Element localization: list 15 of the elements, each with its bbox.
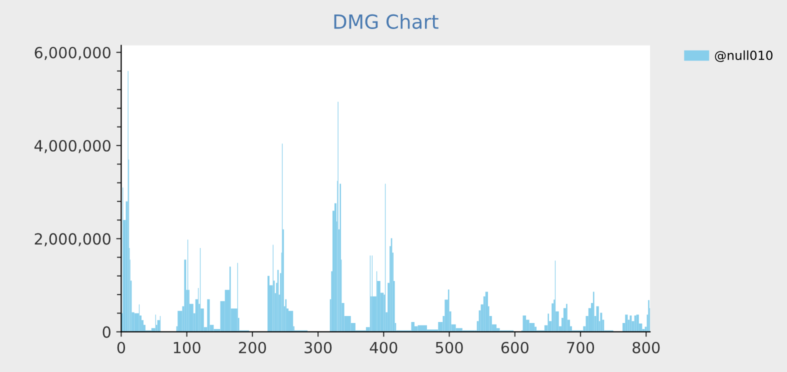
x-tick-label: 300: [304, 342, 332, 354]
x-tick-label: 700: [567, 342, 594, 354]
legend-label: @null010: [714, 50, 772, 62]
x-tick-label: 0: [117, 342, 126, 354]
x-tick-label: 500: [436, 342, 463, 354]
x-tick-label: 200: [238, 342, 266, 354]
x-tick-label: 600: [501, 342, 528, 354]
x-tick-label: 800: [632, 342, 660, 354]
y-tick-label: 4,000,000: [34, 140, 110, 154]
x-tick-label: 400: [370, 342, 398, 354]
y-tick-label: 0: [102, 326, 110, 338]
y-tick-label: 2,000,000: [34, 233, 110, 246]
y-tick-label: 6,000,000: [34, 46, 110, 60]
chart-title: DMG Chart: [334, 14, 438, 29]
x-tick-label: 100: [174, 342, 200, 354]
